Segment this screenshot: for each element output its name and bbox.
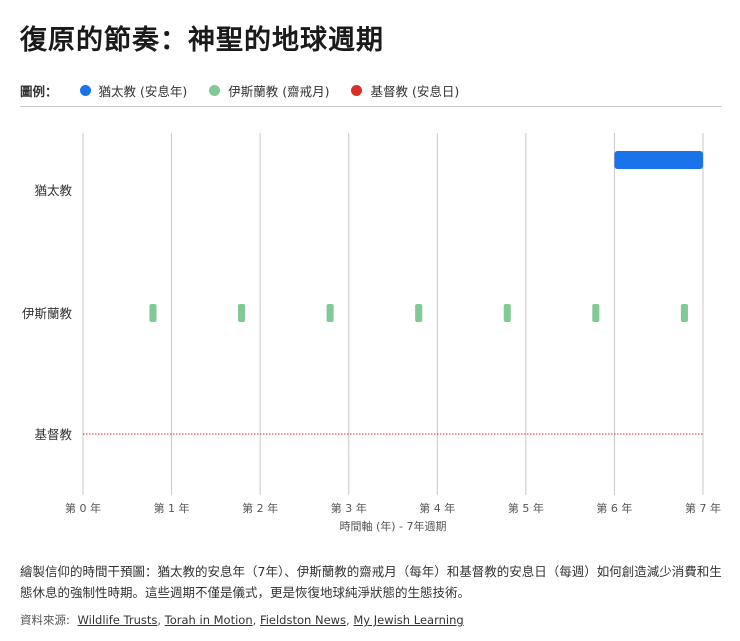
- judaism-sabbatical-bar: [614, 151, 703, 169]
- source-link-fieldston-news[interactable]: Fieldston News: [259, 613, 347, 627]
- x-tick-label: 第 1 年: [154, 501, 190, 515]
- islam-ramadan-bar: [326, 304, 334, 322]
- legend-dot-christianity: [351, 84, 363, 96]
- source-separator: ,: [252, 613, 260, 627]
- legend: 圖例： 猶太教 (安息年) 伊斯蘭教 (齋戒月) 基督教 (安息日): [20, 81, 481, 99]
- islam-ramadan-bar: [503, 304, 511, 322]
- source-separator: ,: [346, 613, 354, 627]
- legend-label: 圖例：: [20, 83, 58, 99]
- x-tick-label: 第 4 年: [419, 501, 455, 515]
- source-separator: ,: [157, 613, 165, 627]
- chart-caption: 繪製信仰的時間干預圖：猶太教的安息年（7年）、伊斯蘭教的齋戒月（每年）和基督教的…: [20, 564, 722, 600]
- x-tick-label: 第 7 年: [685, 501, 721, 515]
- x-axis-label: 時間軸 (年) - 7年週期: [339, 519, 446, 533]
- sources: 資料來源: Wildlife Trusts, Torah in Motion, …: [20, 612, 464, 628]
- timeline-chart: 第 0 年 第 1 年 第 2 年 第 3 年 第 4 年 第 5 年 第 6 年 第 7 年…: [22, 133, 721, 533]
- islam-ramadan-bar: [238, 304, 246, 322]
- y-category-label: 猶太教: [34, 183, 72, 198]
- legend-text-judaism: 猶太教 (安息年): [98, 83, 188, 99]
- x-tick-label: 第 3 年: [331, 501, 367, 515]
- legend-dot-islam: [209, 84, 221, 96]
- x-tick-label: 第 6 年: [596, 501, 632, 515]
- islam-ramadan-bar: [680, 304, 688, 322]
- islam-ramadan-bar: [149, 304, 157, 322]
- x-tick-label: 第 0 年: [65, 501, 101, 515]
- source-link-torah-in-motion[interactable]: Torah in Motion: [164, 613, 253, 627]
- page-title: 復原的節奏：神聖的地球週期: [20, 25, 384, 56]
- y-category-label: 基督教: [34, 427, 72, 442]
- legend-item-christianity: 基督教 (安息日): [351, 81, 459, 100]
- legend-item-judaism: 猶太教 (安息年): [79, 81, 188, 100]
- legend-text-islam: 伊斯蘭教 (齋戒月): [228, 83, 330, 99]
- islam-ramadan-bar: [415, 304, 423, 322]
- islam-ramadan-bar: [592, 304, 600, 322]
- x-tick-label: 第 5 年: [508, 501, 544, 515]
- legend-dot-judaism: [79, 84, 91, 96]
- sources-label: 資料來源:: [20, 613, 70, 627]
- source-link-my-jewish-learning[interactable]: My Jewish Learning: [353, 613, 464, 627]
- legend-divider: [20, 106, 722, 107]
- y-category-label: 伊斯蘭教: [22, 306, 73, 321]
- x-tick-label: 第 2 年: [242, 501, 278, 515]
- legend-item-islam: 伊斯蘭教 (齋戒月): [209, 81, 329, 100]
- legend-text-christianity: 基督教 (安息日): [370, 83, 460, 99]
- source-link-wildlife-trusts[interactable]: Wildlife Trusts: [77, 613, 158, 627]
